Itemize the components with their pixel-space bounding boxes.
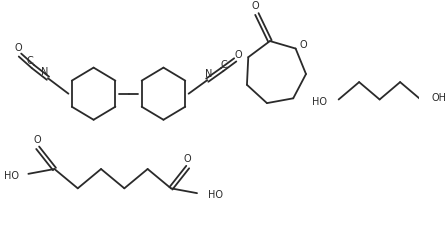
Text: OH: OH [432, 93, 446, 103]
Text: HO: HO [313, 97, 327, 107]
Text: C: C [221, 60, 227, 70]
Text: O: O [34, 135, 41, 145]
Text: O: O [184, 154, 191, 164]
Text: HO: HO [208, 190, 223, 200]
Text: N: N [41, 67, 49, 77]
Text: O: O [299, 40, 307, 50]
Text: O: O [14, 43, 22, 53]
Text: N: N [206, 69, 213, 79]
Text: C: C [27, 56, 33, 66]
Text: O: O [234, 50, 242, 60]
Text: O: O [251, 1, 259, 11]
Text: HO: HO [4, 171, 19, 181]
